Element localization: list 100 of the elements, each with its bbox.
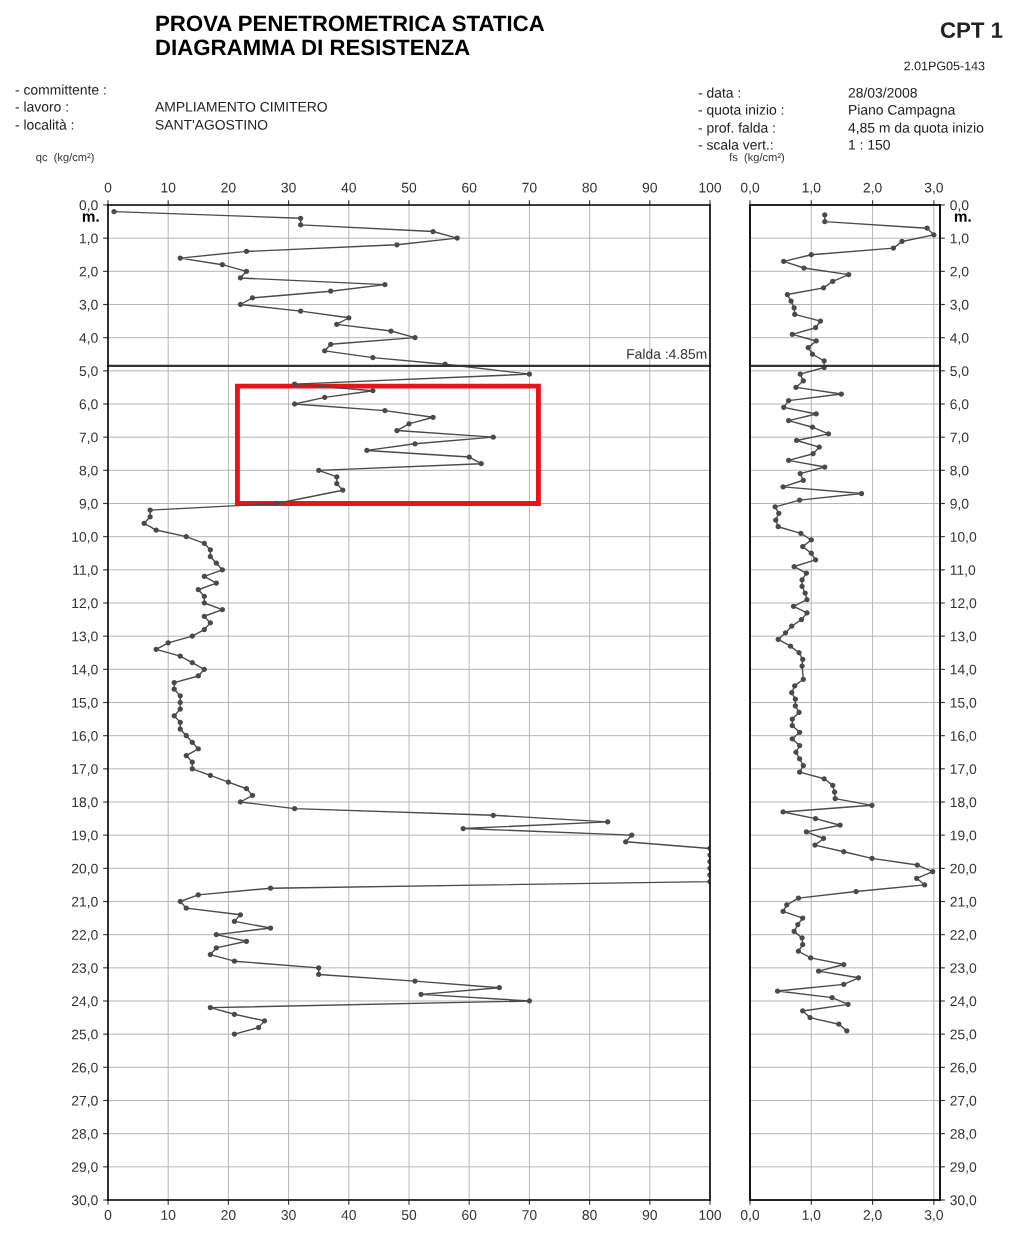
x2-tick-label: 30 (281, 182, 296, 193)
x-tick-label: 20 (221, 1210, 236, 1220)
text: - data : (698, 87, 740, 98)
y2-tick-label: 30,0 (950, 1195, 977, 1207)
x2-tick-label: 20 (221, 182, 236, 193)
y2-tick-label: 14,0 (950, 664, 977, 677)
x2-tick-label: 1,0 (802, 182, 821, 195)
text: Piano Campagna (849, 104, 956, 118)
y2-tick-label: 27,0 (950, 1095, 977, 1108)
y-tick-label: 5,0 (79, 366, 98, 378)
x-tick-label: 10 (161, 1210, 176, 1220)
y-tick-label: 7,0 (79, 432, 98, 444)
text: AMPLIAMENTO CIMITERO (155, 101, 327, 112)
y2-tick-label: 7,0 (950, 432, 969, 444)
y2-tick-label: 23,0 (950, 963, 977, 975)
y-tick-label: 20,0 (71, 863, 98, 876)
y2-tick-label: 17,0 (950, 764, 977, 776)
x2-tick-label: 40 (341, 182, 356, 193)
y2-tick-label: 10,0 (950, 532, 977, 544)
x2-tick-label: 2,0 (863, 182, 882, 195)
x2-tick-label: 80 (582, 182, 597, 193)
text: - quota inizio : (698, 104, 784, 118)
text: - prof. falda : (698, 122, 775, 136)
x2-tick-label: 0,0 (740, 182, 760, 195)
y-tick-label: 14,0 (72, 664, 98, 677)
y-tick-label: 18,0 (72, 797, 98, 809)
y-tick-label: 15,0 (72, 697, 98, 710)
x-tick-label: 60 (462, 1210, 477, 1220)
y2-tick-label: 6,0 (950, 399, 969, 411)
x-tick-label: 50 (401, 1210, 417, 1220)
y2-tick-label: 26,0 (950, 1062, 977, 1075)
y2-tick-label: 16,0 (950, 731, 977, 743)
y2-tick-label: 11,0 (950, 565, 976, 577)
text: - località : (15, 119, 74, 130)
y2-tick-label: 19,0 (950, 830, 977, 842)
y-tick-label: 29,0 (71, 1162, 98, 1174)
x-tick-label: 0,0 (740, 1210, 760, 1222)
x-tick-label: 2,0 (863, 1210, 882, 1222)
x-tick-label: 70 (522, 1210, 537, 1220)
y-tick-label: 1,0 (80, 233, 98, 245)
y-tick-label: 21,0 (71, 896, 98, 909)
y2-tick-label: 22,0 (950, 930, 977, 942)
y2-tick-label: 1,0 (950, 233, 969, 245)
x2-tick-label: 70 (522, 182, 537, 193)
text: 2.01PG05-143 (904, 61, 985, 71)
y2-tick-label: 25,0 (950, 1029, 977, 1041)
y-tick-label: 19,0 (72, 830, 98, 842)
y-tick-label: 8,0 (79, 465, 98, 478)
y2-tick-label: 4,0 (950, 333, 969, 345)
y-tick-label: 17,0 (72, 764, 98, 776)
x-tick-label: 1,0 (802, 1210, 821, 1222)
x2-tick-label: 50 (401, 182, 417, 193)
text: CPT 1 (940, 22, 1003, 38)
text: - lavoro : (15, 101, 68, 112)
x-tick-label: 3,0 (924, 1210, 943, 1222)
y2-tick-label: 29,0 (950, 1162, 977, 1174)
x-tick-label: 40 (341, 1210, 356, 1220)
y2-tick-label: 15,0 (950, 697, 977, 710)
y-tick-label: 23,0 (71, 963, 98, 975)
text: 28/03/2008 (848, 87, 917, 98)
y-tick-label: 26,0 (71, 1062, 98, 1075)
y-tick-label: 6,0 (79, 399, 98, 411)
text: 1 : 150 (849, 139, 890, 150)
y2-tick-label: 24,0 (950, 996, 977, 1008)
chart-title: PROVA PENETROMETRICA STATICA DIAGRAMMA DI RESISTENZA (156, 15, 545, 56)
y2-tick-label: 8,0 (950, 465, 969, 478)
y2-tick-label: 5,0 (950, 366, 969, 378)
y-tick-label: 28,0 (71, 1129, 98, 1141)
x2-tick-label: 90 (642, 182, 657, 193)
y-tick-label: 2,0 (79, 266, 98, 279)
x-tick-label: 90 (642, 1210, 657, 1220)
y2-tick-label: 20,0 (950, 863, 977, 876)
x2-tick-label: 10 (161, 182, 176, 193)
x-tick-label: 80 (582, 1210, 597, 1220)
text: 4,85 m da quota inizio (848, 122, 984, 136)
x-tick-label: 0 (104, 1210, 112, 1220)
y2-tick-label: 12,0 (950, 598, 977, 610)
x-axis-title: qc (kg/cm²) (36, 152, 94, 164)
text: - scala vert.: (698, 139, 773, 150)
y-tick-label: 10,0 (72, 532, 98, 544)
y2-tick-label: 18,0 (950, 797, 977, 809)
y-tick-label: 0,0 (79, 200, 98, 212)
ref-line-label: Falda :4.85m (627, 348, 707, 359)
x-tick-label: 30 (281, 1210, 296, 1220)
y-tick-label: 27,0 (71, 1095, 98, 1108)
y-tick-label: 9,0 (79, 498, 98, 511)
text: SANT'AGOSTINO (155, 119, 268, 130)
y2-tick-label: 9,0 (950, 498, 969, 511)
x-tick-label: 100 (699, 1210, 722, 1220)
y2-tick-label: 0,0 (950, 200, 969, 212)
x2-tick-label: 3,0 (924, 182, 943, 195)
x2-tick-label: 0 (104, 182, 112, 193)
y2-tick-label: 3,0 (950, 299, 969, 312)
x2-tick-label: 60 (462, 182, 477, 193)
text: - committente : (15, 84, 106, 95)
y-tick-label: 16,0 (72, 731, 98, 743)
y-tick-label: 12,0 (72, 598, 98, 610)
y-axis-title: m. (82, 213, 99, 222)
y2-tick-label: 13,0 (950, 631, 977, 643)
y-tick-label: 22,0 (71, 930, 98, 942)
